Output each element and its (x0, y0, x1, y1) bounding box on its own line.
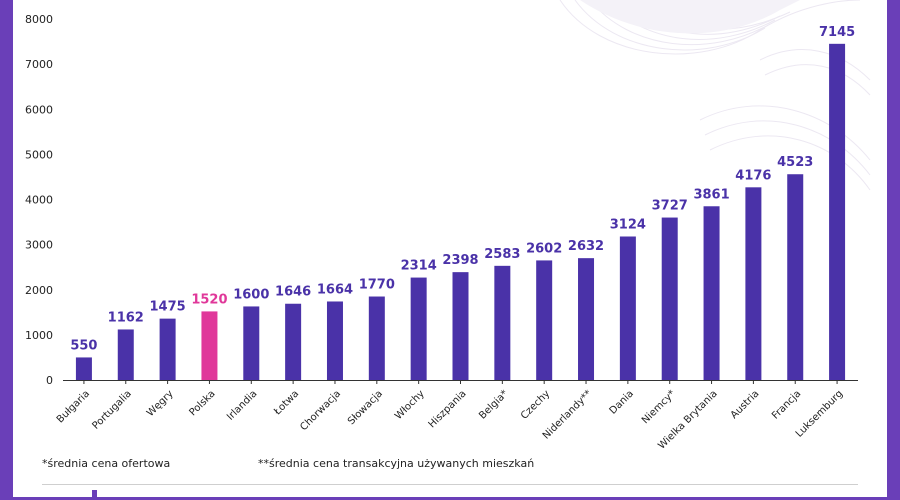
bars-group (75, 43, 846, 380)
y-tick-label: 7000 (25, 58, 53, 71)
y-tick-label: 6000 (25, 103, 53, 116)
x-tick-label: Belgia* (477, 388, 510, 421)
bar (326, 301, 343, 380)
bar (661, 217, 678, 380)
bar-value-label: 7145 (819, 25, 855, 40)
bar (787, 174, 804, 380)
x-tick-label: Bułgaria (55, 388, 92, 425)
bar (75, 357, 92, 380)
left-frame-border (0, 0, 13, 500)
x-tick-label: Austria (729, 388, 762, 421)
bar (159, 318, 176, 380)
value-labels-group: 550 1162 1475 1520 1600 1646 1664 1770 2314 2398 2… (70, 25, 855, 354)
bar-value-label: 3727 (652, 199, 688, 214)
bar-value-label: 2314 (401, 259, 437, 274)
x-tick-label: Chorwacja (298, 388, 343, 433)
axes-group: 0 1000 2000 3000 4000 5000 6000 7000 8000 (25, 13, 858, 387)
footnote-offer-price: *średnia cena ofertowa (42, 457, 171, 470)
y-tick-label: 5000 (25, 148, 53, 161)
bar (745, 187, 762, 380)
bar-value-label: 4176 (735, 168, 771, 183)
bar-value-label: 2398 (442, 253, 478, 268)
bar (578, 258, 595, 380)
bar-value-label: 1162 (108, 310, 144, 325)
x-tick-label: Łotwa (272, 388, 302, 418)
bar-value-label: 1664 (317, 282, 353, 297)
bar-value-label: 4523 (777, 155, 813, 170)
y-tick-label: 0 (46, 374, 53, 387)
y-tick-label: 8000 (25, 13, 53, 26)
bottom-frame-border (0, 497, 900, 500)
bar (703, 206, 720, 380)
bar-value-label: 2632 (568, 239, 604, 254)
x-tick-label: Czechy (519, 388, 552, 421)
x-tick-label: Hiszpania (427, 388, 469, 430)
x-tick-label: Francja (770, 388, 803, 421)
y-tick-label: 1000 (25, 329, 53, 342)
bar (410, 277, 427, 380)
brand-logo-fragment (92, 490, 97, 500)
bar (201, 311, 218, 380)
bar-value-label: 1475 (150, 300, 186, 315)
bar (829, 43, 846, 380)
x-tick-label: Niemcy* (640, 388, 678, 426)
x-tick-label: Irlandia (225, 388, 259, 422)
bar (452, 272, 469, 380)
x-tick-label: Dania (608, 388, 636, 416)
footer-divider (42, 484, 858, 485)
bar (117, 329, 134, 380)
bar (619, 236, 636, 380)
y-tick-label: 4000 (25, 194, 53, 207)
bar (494, 265, 511, 380)
bar (536, 260, 553, 380)
right-frame-border (887, 0, 900, 500)
bar (243, 306, 260, 380)
bar-value-label: 1770 (359, 278, 395, 293)
bar-value-label: 3124 (610, 218, 646, 233)
x-tick-label: Polska (187, 388, 217, 418)
bar-value-label: 1600 (233, 287, 269, 302)
x-tick-label: Słowacja (346, 388, 385, 427)
bar-value-label: 550 (70, 338, 97, 353)
bar-value-label: 3861 (693, 187, 729, 202)
bar-value-label: 1520 (191, 292, 227, 307)
bar (368, 296, 385, 380)
x-tick-label: Portugalia (91, 388, 134, 431)
bar-value-label: 1646 (275, 285, 311, 300)
x-tick-label: Węgry (145, 388, 176, 419)
bar-value-label: 2602 (526, 241, 562, 256)
y-tick-label: 2000 (25, 284, 53, 297)
y-tick-label: 3000 (25, 239, 53, 252)
bar-value-label: 2583 (484, 247, 520, 262)
x-tick-label: Włochy (393, 388, 427, 422)
footnote-transaction-price: **średnia cena transakcyjna używanych mi… (258, 457, 535, 470)
bar (285, 303, 302, 380)
